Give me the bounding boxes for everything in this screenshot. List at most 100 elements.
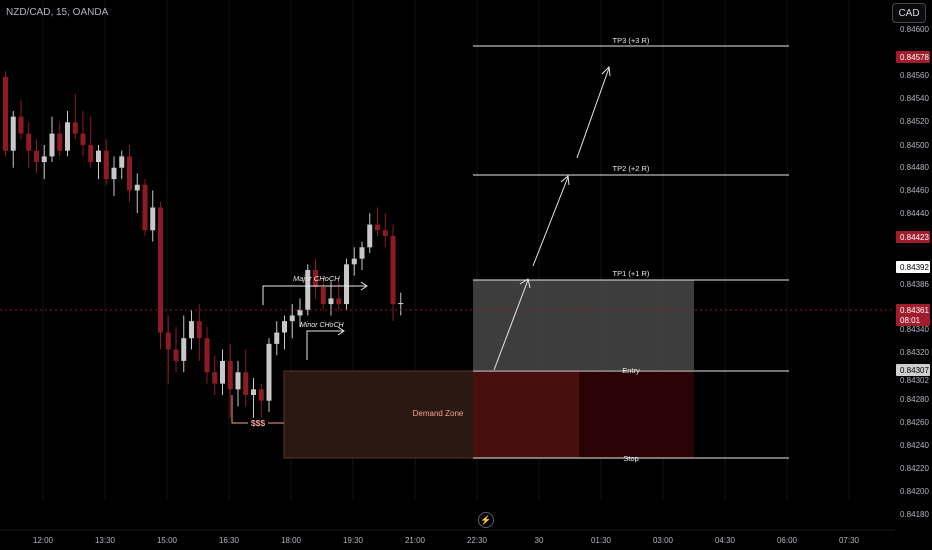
price-badge-label: 0.84578 bbox=[900, 53, 929, 62]
price-tick-label: 0.84240 bbox=[900, 441, 929, 450]
candle bbox=[88, 116, 94, 168]
lightning-icon[interactable]: ⚡ bbox=[478, 512, 494, 528]
candle-body bbox=[111, 167, 117, 180]
candle-body bbox=[251, 389, 256, 395]
minor-choch-marker[interactable] bbox=[306, 326, 345, 360]
candle bbox=[189, 309, 194, 350]
projection-path[interactable] bbox=[493, 65, 611, 371]
candle-body bbox=[243, 372, 249, 395]
time-tick-label: 04:30 bbox=[715, 536, 736, 545]
chart-grid bbox=[42, 0, 850, 500]
candle bbox=[289, 304, 295, 339]
candle-body bbox=[127, 156, 132, 191]
candle bbox=[134, 173, 140, 214]
candle bbox=[227, 343, 233, 418]
candle bbox=[359, 241, 365, 270]
price-badge-label: 0.84392 bbox=[900, 263, 929, 272]
tp1-label: TP1 (+1 R) bbox=[613, 269, 650, 278]
candle-body bbox=[158, 207, 163, 333]
minor-choch-label: Minor CHoCH bbox=[300, 322, 345, 329]
price-tick-label: 0.84302 bbox=[900, 376, 929, 385]
price-axis-background bbox=[895, 0, 932, 550]
candle-body bbox=[196, 321, 202, 339]
liquidity-label: $$$ bbox=[251, 418, 265, 428]
candle bbox=[196, 304, 202, 361]
candle bbox=[119, 150, 125, 180]
candle-body bbox=[204, 338, 210, 373]
candle-body bbox=[49, 133, 55, 157]
candle-body bbox=[367, 224, 373, 248]
candle bbox=[127, 145, 132, 202]
price-tick-label: 0.84320 bbox=[900, 348, 929, 357]
tp3-label: TP3 (+3 R) bbox=[613, 36, 650, 45]
price-tick-label: 0.84540 bbox=[900, 94, 929, 103]
candle-body bbox=[72, 122, 78, 134]
time-tick-label: 19:30 bbox=[343, 536, 364, 545]
candle bbox=[375, 207, 380, 236]
stop-zone-far bbox=[579, 371, 694, 458]
price-tick-label: 0.84500 bbox=[900, 141, 929, 150]
candle bbox=[65, 110, 70, 157]
candle bbox=[344, 258, 349, 310]
candle bbox=[111, 156, 117, 197]
time-tick-label: 15:00 bbox=[157, 536, 178, 545]
candle-body bbox=[57, 133, 63, 151]
price-badge: 0.84423 bbox=[896, 231, 930, 243]
time-tick-label: 18:00 bbox=[281, 536, 302, 545]
candle bbox=[220, 349, 225, 395]
candle-body bbox=[189, 321, 194, 339]
entry-label: Entry bbox=[622, 366, 640, 375]
time-tick-label: 30 bbox=[535, 536, 544, 545]
candle bbox=[212, 355, 218, 395]
candle bbox=[49, 116, 55, 163]
price-badge-label: 0.84307 bbox=[900, 366, 929, 375]
candle bbox=[3, 71, 8, 157]
candle-body bbox=[351, 258, 357, 265]
candle bbox=[258, 383, 264, 418]
time-tick-label: 21:00 bbox=[405, 536, 426, 545]
candle-body bbox=[313, 270, 318, 288]
price-tick-label: 0.84220 bbox=[900, 464, 929, 473]
liquidity-line bbox=[231, 395, 248, 424]
price-tick-label: 0.84440 bbox=[900, 209, 929, 218]
candle bbox=[142, 179, 148, 236]
time-axis[interactable]: 12:00 13:30 15:00 16:30 18:00 19:30 21:00 22:30… bbox=[0, 529, 895, 545]
candle bbox=[351, 247, 357, 276]
candle bbox=[305, 264, 311, 316]
candle bbox=[72, 93, 78, 140]
candle-body bbox=[181, 338, 187, 361]
price-tick-label: 0.84480 bbox=[900, 163, 929, 172]
candle-body bbox=[382, 230, 388, 236]
time-tick-label: 06:00 bbox=[777, 536, 798, 545]
candle bbox=[103, 139, 109, 185]
major-choch-marker[interactable] bbox=[262, 281, 368, 305]
candle-body bbox=[398, 302, 404, 305]
candle bbox=[313, 258, 318, 299]
candle-body bbox=[289, 315, 295, 322]
currency-button[interactable]: CAD bbox=[892, 3, 926, 23]
candle-body bbox=[282, 321, 287, 333]
candle bbox=[282, 315, 287, 350]
candle bbox=[251, 377, 256, 418]
candle bbox=[150, 190, 156, 242]
candle bbox=[18, 99, 24, 140]
candle bbox=[96, 145, 101, 180]
stop-label: Stop bbox=[623, 454, 638, 463]
candle bbox=[173, 326, 179, 373]
candle-body bbox=[359, 247, 365, 259]
time-tick-label: 22:30 bbox=[467, 536, 488, 545]
candle-body bbox=[336, 298, 342, 305]
candle-body bbox=[173, 349, 179, 361]
candle-body bbox=[227, 360, 233, 390]
candle-body bbox=[266, 343, 272, 401]
candle-body bbox=[150, 207, 156, 231]
price-tick-label: 0.84200 bbox=[900, 487, 929, 496]
candle-body bbox=[297, 309, 303, 316]
candle-body bbox=[3, 76, 8, 151]
candle bbox=[80, 110, 86, 157]
candle-body bbox=[165, 332, 171, 350]
candle-body bbox=[119, 156, 125, 168]
price-axis[interactable]: 0.84600 0.84560 0.84540 0.84520 0.84500 0.844… bbox=[895, 0, 932, 550]
